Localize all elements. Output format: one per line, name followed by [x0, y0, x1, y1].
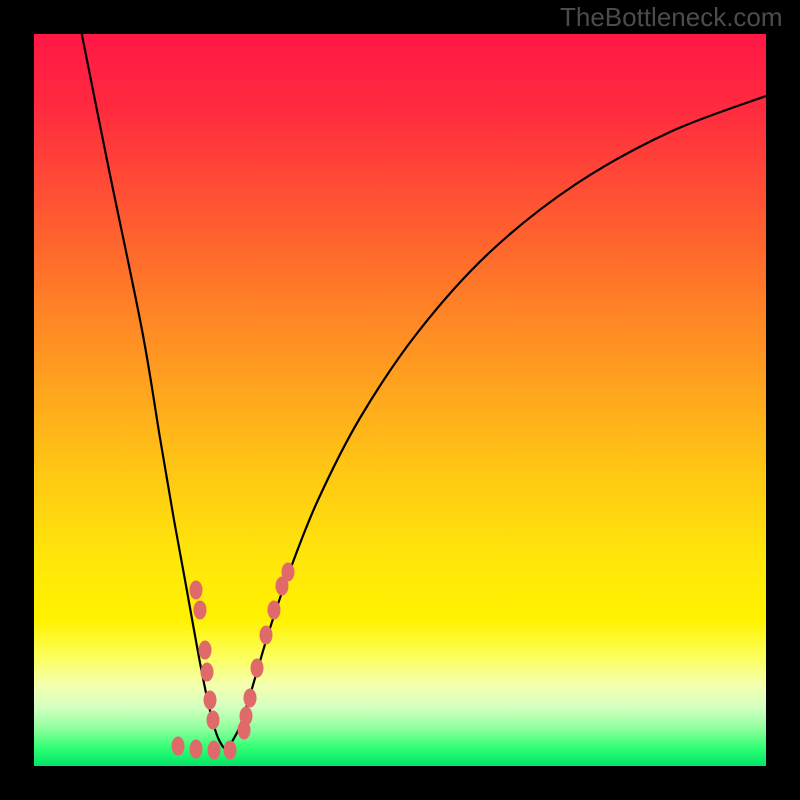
marker-left: [194, 601, 207, 620]
plot-area: [34, 34, 766, 766]
marker-left: [190, 740, 203, 759]
curve-layer: [34, 34, 766, 766]
marker-right: [260, 626, 273, 645]
marker-left: [204, 691, 217, 710]
marker-right: [268, 601, 281, 620]
marker-left: [208, 741, 221, 760]
watermark-text: TheBottleneck.com: [560, 2, 783, 33]
marker-left: [201, 663, 214, 682]
marker-left: [190, 581, 203, 600]
bottleneck-curve: [75, 0, 766, 749]
marker-left: [207, 711, 220, 730]
marker-right: [240, 707, 253, 726]
marker-left: [224, 741, 237, 760]
marker-right: [244, 689, 257, 708]
marker-left: [172, 737, 185, 756]
marker-right: [282, 563, 295, 582]
marker-right: [251, 659, 264, 678]
marker-left: [199, 641, 212, 660]
chart-root: TheBottleneck.com: [0, 0, 800, 800]
